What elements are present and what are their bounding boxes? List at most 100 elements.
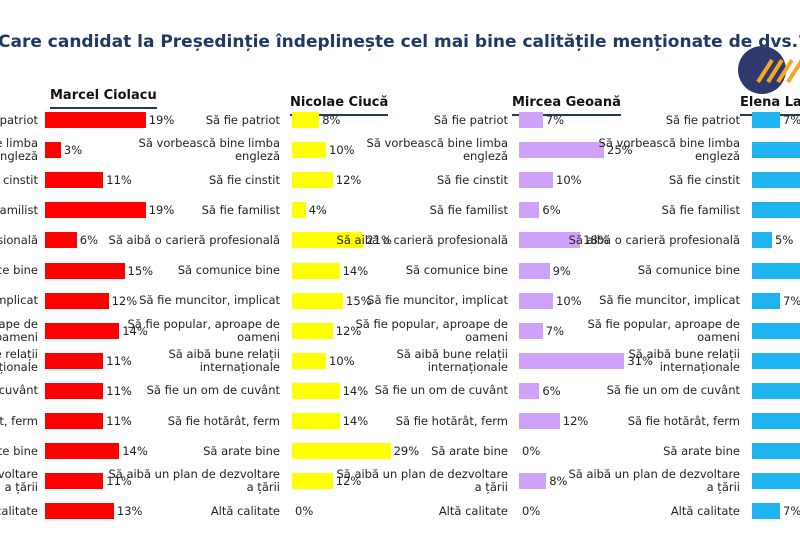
category-label: Să aibă un plan de dezvoltare a țării: [0, 467, 38, 495]
bar: [752, 503, 780, 520]
value-label: 14%: [342, 383, 369, 398]
value-label: 8%: [322, 113, 341, 127]
panel-underline: [512, 114, 621, 116]
value-label: 6%: [79, 233, 99, 248]
value-label: 13%: [116, 504, 143, 519]
value-label: 8%: [549, 474, 568, 489]
bar: [519, 202, 540, 219]
bar: [45, 503, 114, 520]
category-label: Să fie popular, aproape de oameni: [0, 316, 38, 344]
panel-title: Marcel Ciolacu: [50, 88, 157, 103]
category-label: Să fie hotărât, ferm: [0, 413, 38, 428]
value-label: 12%: [562, 414, 589, 428]
bar: [519, 382, 540, 399]
value-label: 10%: [556, 293, 582, 308]
value-label: 11%: [106, 173, 132, 188]
value-label: 6%: [542, 203, 561, 218]
category-label: Să aibă o carieră profesională: [336, 232, 508, 247]
panel-title: Elena Lasconi: [740, 95, 800, 110]
value-label: 19%: [148, 113, 175, 127]
category-label: Să fie muncitor, implicat: [599, 293, 740, 308]
bar: [45, 142, 61, 159]
category-label: Să fie familist: [661, 202, 740, 217]
value-label: 11%: [106, 414, 132, 428]
category-label: Să comunice bine: [0, 263, 38, 277]
chart-title: Care candidat la Președinție îndeplineșt…: [0, 32, 800, 52]
category-label: Să aibă o carieră profesională: [0, 232, 38, 247]
bar: [45, 112, 146, 128]
category-label: Să comunice bine: [405, 263, 508, 277]
category-label: Să fie muncitor, implicat: [367, 293, 508, 308]
value-label: 15%: [127, 263, 154, 278]
bar: [752, 232, 772, 249]
bar: [752, 382, 800, 399]
category-label: Să vorbească bine limba engleză: [138, 136, 280, 164]
bar: [519, 172, 553, 189]
category-label: Să aibă bune relații internaționale: [396, 346, 508, 374]
value-label: 14%: [122, 444, 148, 459]
category-label: Să aibă bune relații internaționale: [628, 346, 740, 374]
value-label: 25%: [607, 143, 633, 158]
category-label: Să arate bine: [0, 443, 38, 458]
bar: [45, 262, 125, 279]
category-label: Să fie hotărât, ferm: [167, 413, 280, 428]
bar: [45, 202, 146, 219]
value-label: 7%: [783, 293, 800, 308]
value-label: 29%: [393, 444, 420, 459]
bar: [45, 473, 104, 490]
value-label: 10%: [556, 173, 582, 188]
category-label: Să fie familist: [0, 202, 38, 217]
bar: [292, 352, 326, 369]
bar: [752, 142, 800, 159]
bar: [45, 382, 104, 399]
bar: [519, 142, 604, 159]
bar: [45, 232, 77, 249]
bar: [45, 322, 120, 339]
category-label: Să fie patriot: [665, 112, 740, 127]
category-label: Să aibă un plan de dezvoltare a țării: [336, 467, 508, 495]
bar: [752, 172, 800, 189]
bar: [292, 112, 320, 128]
category-label: Să aibă o carieră profesională: [568, 232, 740, 247]
category-label: Să fie patriot: [433, 112, 508, 127]
category-label: Să fie popular, aproape de oameni: [587, 316, 741, 344]
category-label: Să fie un om de cuvânt: [606, 383, 740, 398]
value-label: 7%: [783, 113, 800, 127]
bar: [292, 443, 391, 460]
bar: [292, 172, 333, 189]
bar: [519, 473, 547, 490]
logo-decoration: [738, 46, 800, 94]
category-label: Să arate bine: [663, 443, 740, 458]
value-label: 14%: [342, 414, 369, 428]
category-label: Să vorbească bine limba engleză: [598, 136, 740, 164]
category-label: Să fie cinstit: [437, 172, 508, 187]
category-label: Să fie familist: [429, 202, 508, 217]
category-label: Să fie hotărât, ferm: [395, 413, 508, 428]
value-label: 12%: [111, 293, 138, 308]
bar: [752, 262, 800, 279]
category-label: Să fie popular, aproape de oameni: [355, 316, 509, 344]
value-label: 5%: [775, 233, 794, 248]
category-label: Să comunice bine: [177, 263, 280, 277]
bar: [752, 473, 800, 490]
bar: [519, 322, 543, 339]
panel-underline: [290, 114, 388, 116]
bar: [519, 112, 543, 128]
bar: [752, 112, 780, 128]
value-label: 12%: [335, 173, 362, 188]
bar: [292, 473, 333, 490]
value-label: 14%: [122, 323, 148, 338]
category-label: Să aibă o carieră profesională: [108, 232, 280, 247]
category-label: Să fie patriot: [205, 112, 280, 127]
category-label: Să vorbească bine limba engleză: [366, 136, 508, 164]
category-label: Să aibă un plan de dezvoltare a țării: [568, 467, 740, 495]
category-label: Să fie cinstit: [669, 172, 740, 187]
bar: [519, 232, 581, 249]
value-label: 10%: [329, 143, 355, 158]
category-label: Altă calitate: [210, 503, 280, 518]
value-label: 11%: [106, 353, 132, 368]
value-label: 7%: [783, 504, 800, 519]
category-label: Să fie un om de cuvânt: [146, 383, 280, 398]
category-label: Să fie muncitor, implicat: [0, 293, 38, 308]
